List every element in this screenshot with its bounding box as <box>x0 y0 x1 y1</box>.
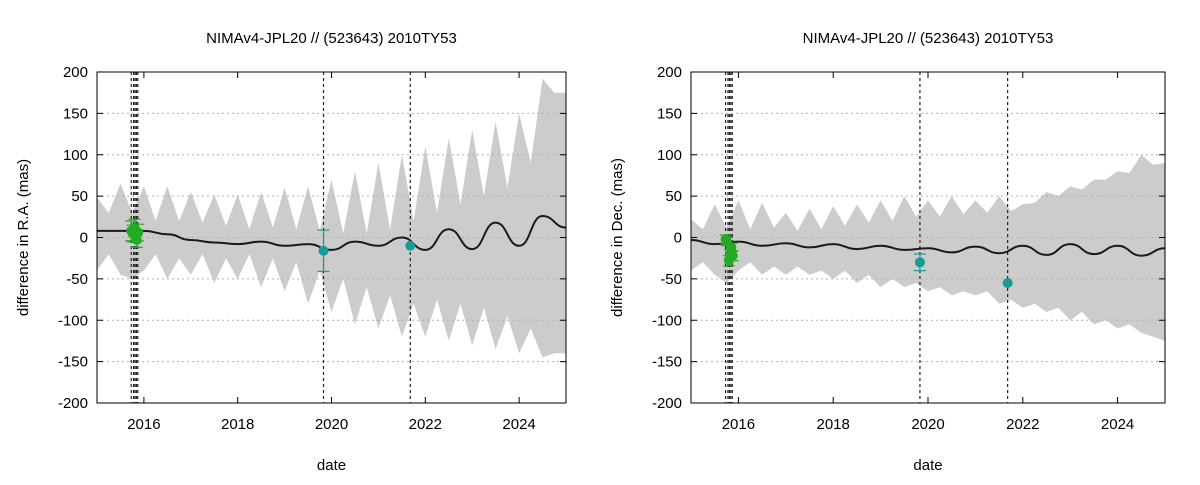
y-tick-label: -150 <box>58 354 88 371</box>
observation-point <box>1002 278 1013 289</box>
x-axis-label: date <box>317 457 346 474</box>
difference-curve <box>97 214 566 251</box>
x-tick-label: 2016 <box>127 416 160 433</box>
y-tick-label: -150 <box>652 354 682 371</box>
y-tick-label: 200 <box>657 64 682 81</box>
y-tick-label: 50 <box>665 188 682 205</box>
y-tick-label: -50 <box>66 271 88 288</box>
y-tick-label: -100 <box>58 312 88 329</box>
x-tick-label: 2018 <box>221 416 254 433</box>
y-tick-label: 150 <box>657 105 682 122</box>
plot-area <box>97 72 566 403</box>
y-tick-label: 150 <box>63 105 88 122</box>
x-tick-label: 2020 <box>911 416 944 433</box>
observation-point <box>727 250 738 261</box>
x-tick-label: 2022 <box>1006 416 1039 433</box>
chart-title: NIMAv4-JPL20 // (523643) 2010TY53 <box>206 30 457 47</box>
x-axis-label: date <box>913 457 942 474</box>
chart-panel-1: -200 -150 -100 -50 0 50 100 150 200 2016 2018 2020 2… <box>15 30 567 474</box>
y-tick-label: -200 <box>58 395 88 412</box>
y-tick-label: 0 <box>674 230 682 247</box>
x-tick-label: 2022 <box>409 416 442 433</box>
chart-title: NIMAv4-JPL20 // (523643) 2010TY53 <box>803 30 1054 47</box>
y-axis-label: difference in Dec. (mas) <box>609 158 626 317</box>
y-tick-label: -200 <box>652 395 682 412</box>
y-tick-label: 100 <box>63 147 88 164</box>
observation-point <box>133 227 144 238</box>
x-tick-label: 2016 <box>722 416 755 433</box>
y-tick-label: 50 <box>71 188 88 205</box>
x-tick-label: 2020 <box>315 416 348 433</box>
y-tick-label: -100 <box>652 312 682 329</box>
x-tick-label: 2024 <box>502 416 535 433</box>
y-tick-label: 0 <box>80 230 88 247</box>
y-axis-label: difference in R.A. (mas) <box>15 159 32 316</box>
difference-curve <box>691 239 1165 257</box>
y-tick-label: 200 <box>63 64 88 81</box>
observation-point <box>318 245 329 256</box>
observation-point <box>131 234 142 245</box>
uncertainty-band <box>97 78 566 358</box>
y-tick-label: -50 <box>660 271 682 288</box>
x-tick-label: 2024 <box>1101 416 1134 433</box>
observation-point <box>726 242 737 253</box>
observation-point <box>405 240 416 251</box>
x-tick-label: 2018 <box>817 416 850 433</box>
y-tick-label: 100 <box>657 147 682 164</box>
plot-area <box>691 72 1165 403</box>
observation-point <box>914 257 925 268</box>
chart-panel-2: -200 -150 -100 -50 0 50 100 150 200 2016 2018 2020 2… <box>609 30 1166 474</box>
